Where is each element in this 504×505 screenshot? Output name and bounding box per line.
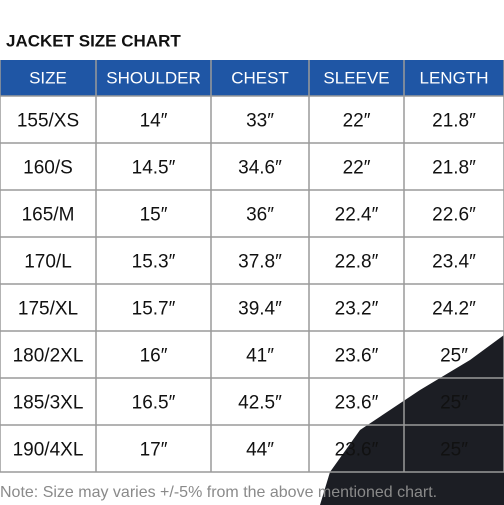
table-cell: 23.4″ xyxy=(432,252,476,273)
table-cell: 24.2″ xyxy=(432,299,476,320)
table-cell: 33″ xyxy=(246,111,274,132)
table-cell: 22.6″ xyxy=(432,205,476,226)
table-cell: 160/S xyxy=(23,158,73,179)
table-cell: 25″ xyxy=(440,440,468,461)
table-grid xyxy=(0,60,504,473)
header-cell: SIZE xyxy=(29,68,67,87)
header-cell: LENGTH xyxy=(420,68,489,87)
title: JACKET SIZE CHART xyxy=(6,31,181,50)
table-cell: 39.4″ xyxy=(238,299,282,320)
table-cell: 36″ xyxy=(246,205,274,226)
table-cell: 15.7″ xyxy=(132,299,176,320)
table-cell: 180/2XL xyxy=(13,346,84,367)
table-cell: 23.2″ xyxy=(335,299,379,320)
table-cell: 25″ xyxy=(440,393,468,414)
table-cell: 14″ xyxy=(140,111,168,132)
table-cell: 185/3XL xyxy=(13,393,84,414)
table-cell: 14.5″ xyxy=(132,158,176,179)
header-cell: CHEST xyxy=(231,68,289,87)
table-cell: 44″ xyxy=(246,440,274,461)
table-cell: 22″ xyxy=(343,158,371,179)
table-cell: 16.5″ xyxy=(132,393,176,414)
table-cell: 42.5″ xyxy=(238,393,282,414)
header-row xyxy=(0,60,504,96)
table-cells: SIZE SHOULDER CHEST SLEEVE LENGTH 155/XS 14″ 33… xyxy=(13,68,489,460)
table-cell: 170/L xyxy=(24,252,72,273)
table-cell: 37.8″ xyxy=(238,252,282,273)
table-cell: 34.6″ xyxy=(238,158,282,179)
table-cell: 41″ xyxy=(246,346,274,367)
table-cell: 21.8″ xyxy=(432,111,476,132)
table-cell: 22.4″ xyxy=(335,205,379,226)
table-cell: 155/XS xyxy=(17,111,79,132)
table-cell: 21.8″ xyxy=(432,158,476,179)
table-cell: 16″ xyxy=(140,346,168,367)
table-cell: 190/4XL xyxy=(13,440,84,461)
table-cell: 23.6″ xyxy=(335,440,379,461)
note: Note: Size may varies +/-5% from the abo… xyxy=(0,484,437,501)
table-cell: 25″ xyxy=(440,346,468,367)
table-cell: 22″ xyxy=(343,111,371,132)
table-cell: 165/M xyxy=(22,205,75,226)
table-cell: 22.8″ xyxy=(335,252,379,273)
header-cell: SLEEVE xyxy=(323,68,389,87)
table-cell: 175/XL xyxy=(18,299,78,320)
header-cell: SHOULDER xyxy=(106,68,200,87)
table-cell: 15″ xyxy=(140,205,168,226)
table-cell: 23.6″ xyxy=(335,393,379,414)
table-cell: 17″ xyxy=(140,440,168,461)
table-cell: 15.3″ xyxy=(132,252,176,273)
table-cell: 23.6″ xyxy=(335,346,379,367)
